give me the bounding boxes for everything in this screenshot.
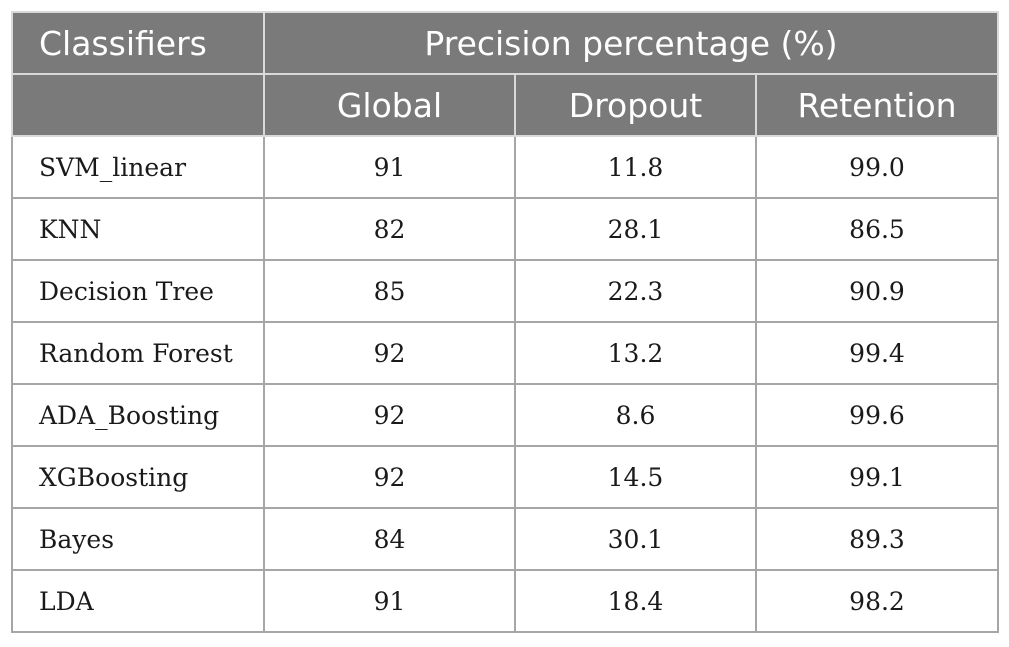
cell-global: 91 xyxy=(263,135,516,199)
header-row-main: Classifiers Precision percentage (%) xyxy=(11,11,1000,75)
cell-dropout: 22.3 xyxy=(514,259,757,323)
cell-dropout: 28.1 xyxy=(514,197,757,261)
header-row-sub: Global Dropout Retention xyxy=(11,73,1000,137)
cell-global: 91 xyxy=(263,569,516,633)
table-row: XGBoosting 92 14.5 99.1 xyxy=(11,445,1000,509)
table-row: Random Forest 92 13.2 99.4 xyxy=(11,321,1000,385)
header-global: Global xyxy=(263,73,516,137)
header-retention: Retention xyxy=(754,73,1000,137)
cell-global: 92 xyxy=(263,321,516,385)
header-empty-cell xyxy=(11,73,265,137)
cell-dropout: 18.4 xyxy=(514,569,757,633)
cell-classifier: LDA xyxy=(11,569,265,633)
header-classifiers: Classifiers xyxy=(11,11,265,75)
cell-classifier: SVM_linear xyxy=(11,135,265,199)
cell-global: 92 xyxy=(263,383,516,447)
cell-global: 85 xyxy=(263,259,516,323)
cell-retention: 90.9 xyxy=(754,259,1000,323)
table-body: SVM_linear 91 11.8 99.0 KNN 82 28.1 86.5… xyxy=(11,135,1000,633)
cell-retention: 99.6 xyxy=(754,383,1000,447)
cell-classifier: Random Forest xyxy=(11,321,265,385)
cell-retention: 99.1 xyxy=(754,445,1000,509)
cell-dropout: 13.2 xyxy=(514,321,757,385)
cell-classifier: KNN xyxy=(11,197,265,261)
cell-classifier: Bayes xyxy=(11,507,265,571)
cell-global: 84 xyxy=(263,507,516,571)
precision-table: Classifiers Precision percentage (%) Glo… xyxy=(11,11,1000,633)
table-row: Decision Tree 85 22.3 90.9 xyxy=(11,259,1000,323)
table-row: Bayes 84 30.1 89.3 xyxy=(11,507,1000,571)
cell-dropout: 11.8 xyxy=(514,135,757,199)
cell-retention: 98.2 xyxy=(754,569,1000,633)
cell-dropout: 14.5 xyxy=(514,445,757,509)
header-dropout: Dropout xyxy=(514,73,757,137)
table-row: SVM_linear 91 11.8 99.0 xyxy=(11,135,1000,199)
cell-retention: 86.5 xyxy=(754,197,1000,261)
cell-retention: 99.0 xyxy=(754,135,1000,199)
cell-classifier: Decision Tree xyxy=(11,259,265,323)
header-precision-percentage: Precision percentage (%) xyxy=(262,11,1000,75)
cell-global: 92 xyxy=(263,445,516,509)
table-header: Classifiers Precision percentage (%) Glo… xyxy=(11,11,1000,137)
table-row: ADA_Boosting 92 8.6 99.6 xyxy=(11,383,1000,447)
table-row: LDA 91 18.4 98.2 xyxy=(11,569,1000,633)
cell-dropout: 30.1 xyxy=(514,507,757,571)
cell-classifier: XGBoosting xyxy=(11,445,265,509)
table-row: KNN 82 28.1 86.5 xyxy=(11,197,1000,261)
cell-dropout: 8.6 xyxy=(514,383,757,447)
cell-global: 82 xyxy=(263,197,516,261)
cell-retention: 99.4 xyxy=(754,321,1000,385)
cell-classifier: ADA_Boosting xyxy=(11,383,265,447)
cell-retention: 89.3 xyxy=(754,507,1000,571)
